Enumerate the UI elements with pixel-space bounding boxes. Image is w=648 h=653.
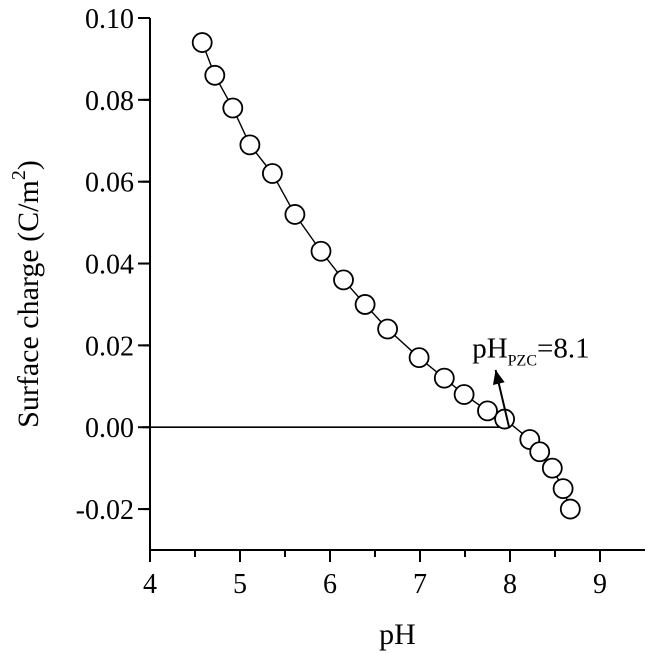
series-line bbox=[201, 42, 571, 510]
axes-layer: 4 5 6 7 8 9 -0.02 0.00 0.02 0.04 0.06 0.08 0.10 bbox=[76, 4, 645, 600]
data-point bbox=[204, 64, 226, 86]
annotation-suffix: =8.1 bbox=[537, 333, 590, 365]
annotation-subscript: PZC bbox=[508, 353, 537, 370]
data-point bbox=[433, 367, 455, 389]
data-point bbox=[552, 478, 574, 500]
annotation-prefix: pH bbox=[472, 333, 508, 365]
y-tick-label: 0.06 bbox=[85, 168, 134, 199]
data-point bbox=[408, 347, 430, 369]
y-tick-label: 0.08 bbox=[85, 86, 134, 117]
y-axis-title-end: ) bbox=[12, 160, 45, 170]
y-tick-label: -0.02 bbox=[76, 495, 134, 526]
x-tick-label: 7 bbox=[413, 569, 427, 600]
data-point bbox=[559, 498, 581, 520]
data-point bbox=[377, 318, 399, 340]
x-tick-label: 6 bbox=[323, 569, 337, 600]
y-axis-title-main: Surface charge (C/m bbox=[12, 180, 45, 428]
y-tick-label: 0.02 bbox=[85, 331, 134, 362]
data-point bbox=[284, 204, 306, 225]
y-tick-label: 0.00 bbox=[85, 413, 134, 444]
data-point bbox=[261, 163, 283, 184]
data-point bbox=[310, 240, 332, 262]
annotation-layer: pHPZC=8.1 bbox=[472, 333, 590, 428]
x-tick-label: 5 bbox=[233, 569, 247, 600]
data-layer bbox=[150, 32, 581, 520]
y-axis-title: Surface charge (C/m2) bbox=[8, 160, 45, 428]
y-tick-label: 0.04 bbox=[85, 250, 134, 281]
data-point bbox=[541, 457, 563, 479]
data-point bbox=[453, 384, 475, 405]
y-axis-title-sup: 2 bbox=[8, 170, 30, 180]
data-point bbox=[333, 269, 354, 291]
data-point bbox=[477, 400, 498, 422]
x-tick-label: 4 bbox=[143, 569, 157, 600]
x-tick-label: 8 bbox=[503, 569, 517, 600]
data-point bbox=[354, 294, 376, 315]
annotation-text: pHPZC=8.1 bbox=[472, 333, 589, 370]
x-tick-label: 9 bbox=[593, 569, 607, 600]
data-point bbox=[222, 97, 244, 119]
y-tick-label: 0.10 bbox=[85, 4, 134, 35]
data-point bbox=[529, 441, 551, 463]
annotation-arrow-head bbox=[492, 369, 505, 385]
data-point bbox=[239, 134, 261, 156]
x-axis-title: pH bbox=[379, 618, 416, 651]
data-point bbox=[191, 32, 213, 53]
